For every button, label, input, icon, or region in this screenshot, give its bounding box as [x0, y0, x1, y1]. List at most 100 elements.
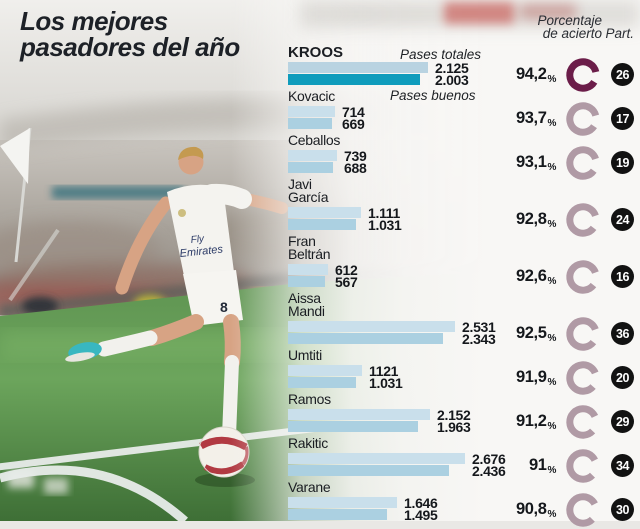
- total-passes-value: 2.676: [472, 451, 506, 467]
- accuracy-donut-icon: [562, 202, 604, 237]
- accuracy-value: 94,2%: [502, 63, 562, 86]
- good-passes-value: 669: [342, 116, 365, 132]
- good-passes-bar: [288, 118, 332, 129]
- chart-header: Porcentaje de acierto Part.: [288, 14, 634, 41]
- total-passes-barline: 612: [288, 262, 502, 278]
- good-passes-value: 1.963: [437, 419, 471, 435]
- total-passes-value: 2.152: [437, 407, 471, 423]
- player-name: KROOS: [288, 44, 344, 61]
- participation-cell: 19: [604, 151, 634, 174]
- good-passes-bar: [288, 377, 356, 388]
- accuracy-number: 93,7: [515, 109, 547, 127]
- legend-pases-totales: Pases totales: [400, 47, 482, 62]
- total-passes-bar: [288, 365, 362, 376]
- total-passes-barline: 739: [288, 148, 502, 164]
- good-passes-barline: 567: [288, 274, 502, 290]
- participation-cell: 20: [604, 366, 634, 389]
- good-passes-bar: [288, 509, 387, 520]
- accuracy-value: 90,8%: [502, 498, 562, 521]
- player-bars-group: Varane 1.646 1.495: [288, 479, 502, 523]
- percent-sign: %: [547, 333, 557, 344]
- player-row: Ceballos 739 688 93,1% 19: [288, 132, 634, 180]
- accuracy-number: 93,1: [515, 153, 547, 171]
- good-passes-value: 1.031: [369, 375, 403, 391]
- total-passes-barline: 2.676: [288, 451, 506, 467]
- accuracy-number: 94,2: [515, 65, 547, 83]
- percent-sign: %: [547, 509, 557, 520]
- total-passes-barline: 1.111: [288, 205, 502, 221]
- percent-sign: %: [547, 74, 557, 85]
- participation-badge: 17: [611, 107, 634, 130]
- player-name: Fran Beltrán: [288, 233, 331, 262]
- accuracy-donut-icon: [562, 316, 604, 351]
- participation-cell: 29: [604, 410, 634, 433]
- accuracy-donut-icon: [562, 404, 604, 439]
- good-passes-value: 2.343: [462, 331, 496, 347]
- accuracy-value: 92,8%: [502, 208, 562, 231]
- participation-cell: 26: [604, 63, 634, 86]
- good-passes-barline: 2.343: [288, 331, 502, 347]
- player-rows: KROOS Pases totales 2.125 2.003 Pases bu…: [288, 44, 634, 527]
- total-passes-value: 714: [342, 104, 365, 120]
- player-row: Kovacic 714 669 93,7% 17: [288, 88, 634, 136]
- player-row: Varane 1.646 1.495 90,8% 30: [288, 479, 634, 527]
- legend-pases-buenos: Pases buenos: [390, 88, 476, 103]
- player-bars-group: Aissa Mandi 2.531 2.343: [288, 290, 502, 347]
- player-row: Ramos 2.152 1.963 91,2% 29: [288, 392, 634, 439]
- total-passes-bar: [288, 62, 428, 73]
- total-passes-value: 1.646: [404, 495, 438, 511]
- player-bars-group: Ceballos 739 688: [288, 132, 502, 176]
- good-passes-value: 567: [335, 274, 358, 290]
- total-passes-bar: [288, 497, 397, 508]
- total-passes-bar: [288, 207, 361, 218]
- player-bars-group: Javi García 1.111 1.031: [288, 176, 502, 233]
- participation-badge: 26: [611, 63, 634, 86]
- good-passes-barline: 2.436: [288, 463, 506, 479]
- player-bars-group: Umtiti 1121 1.031: [288, 348, 502, 391]
- player-bars-group: Rakitic 2.676 2.436: [288, 436, 506, 479]
- participation-badge: 20: [611, 366, 634, 389]
- accuracy-value: 92,6%: [502, 265, 562, 288]
- good-passes-barline: 688: [288, 160, 502, 176]
- player-name: Aissa Mandi: [288, 290, 325, 319]
- participation-badge: 34: [611, 454, 634, 477]
- good-passes-bar: [288, 219, 356, 230]
- percent-sign: %: [547, 276, 557, 287]
- accuracy-number: 91: [528, 456, 547, 474]
- good-passes-bar: [288, 162, 333, 173]
- player-bars-group: Kovacic 714 669: [288, 88, 502, 132]
- player-bars-group: Fran Beltrán 612 567: [288, 233, 502, 290]
- total-passes-bar: [288, 106, 335, 117]
- participation-cell: 36: [604, 322, 634, 345]
- total-passes-barline: 1121: [288, 363, 502, 379]
- player-name: Kovacic: [288, 88, 335, 104]
- participation-badge: 19: [611, 151, 634, 174]
- percent-sign: %: [547, 421, 557, 432]
- player-name: Ceballos: [288, 132, 341, 148]
- accuracy-donut-icon: [562, 259, 604, 294]
- good-passes-bar: [288, 465, 449, 476]
- percent-sign: %: [547, 377, 557, 388]
- accuracy-number: 90,8: [515, 500, 547, 518]
- good-passes-barline: 2.003: [288, 72, 502, 88]
- total-passes-barline: 2.531: [288, 319, 502, 335]
- player-row: Aissa Mandi 2.531 2.343 92,5% 36: [288, 290, 634, 351]
- accuracy-donut-icon: [562, 360, 604, 395]
- participation-cell: 30: [604, 498, 634, 521]
- player-bars-group: Ramos 2.152 1.963: [288, 392, 502, 435]
- accuracy-value: 93,1%: [502, 151, 562, 174]
- accuracy-value: 91,9%: [502, 366, 562, 389]
- total-passes-barline: 2.125: [288, 60, 502, 76]
- total-passes-value: 2.125: [435, 60, 469, 76]
- player-row: Umtiti 1121 1.031 91,9% 20: [288, 348, 634, 395]
- player-row: Fran Beltrán 612 567 92,6% 16: [288, 233, 634, 294]
- total-passes-bar: [288, 453, 465, 464]
- accuracy-donut-icon: [562, 145, 604, 180]
- player-name: Javi García: [288, 176, 329, 205]
- total-passes-value: 2.531: [462, 319, 496, 335]
- accuracy-donut-icon: [562, 101, 604, 136]
- good-passes-bar: [288, 333, 443, 344]
- player-row: Rakitic 2.676 2.436 91% 34: [288, 436, 634, 483]
- player-name: Varane: [288, 479, 331, 495]
